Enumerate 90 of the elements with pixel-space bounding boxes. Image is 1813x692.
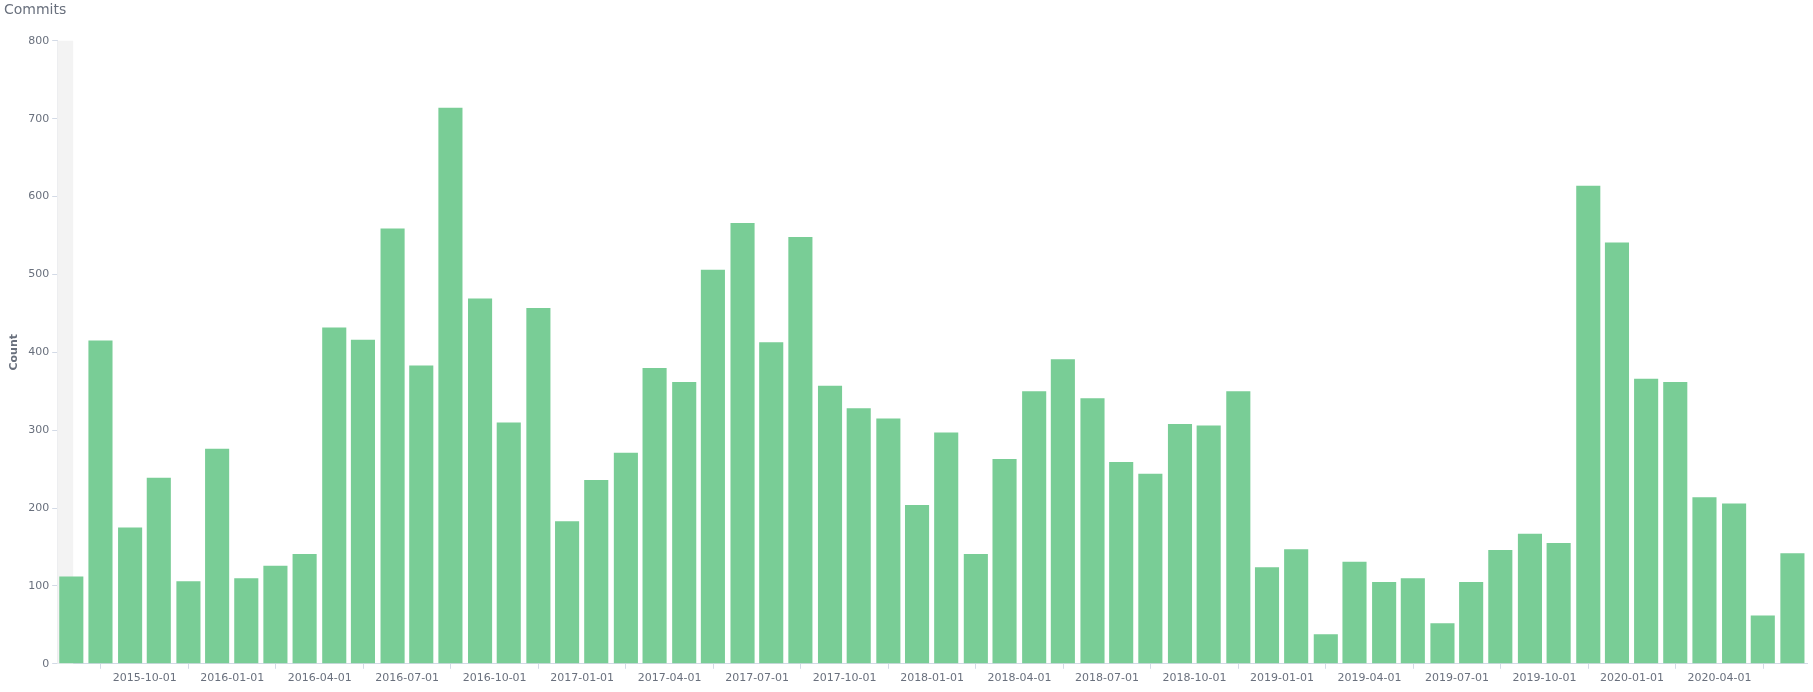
bar — [468, 298, 493, 664]
bar — [846, 408, 871, 664]
x-tick-label: 2018-04-01 — [987, 671, 1052, 685]
bar — [555, 521, 580, 664]
x-tick-label: 2019-10-01 — [1512, 671, 1577, 685]
x-tick-label: 2019-07-01 — [1425, 671, 1490, 685]
bar — [1400, 578, 1425, 664]
bar — [263, 565, 288, 664]
bar — [1692, 497, 1717, 664]
bar — [613, 452, 638, 664]
bar — [1604, 242, 1630, 664]
bar — [1080, 398, 1105, 664]
bar — [1546, 543, 1571, 664]
bar — [992, 458, 1017, 664]
bar — [88, 340, 113, 664]
bar — [876, 418, 901, 664]
chart-title: Commits — [4, 1, 67, 18]
x-tick-label: 2018-07-01 — [1075, 671, 1140, 685]
bar — [1167, 423, 1193, 664]
y-tick-label: 800 — [28, 33, 50, 47]
bar — [700, 269, 725, 664]
bar — [1634, 378, 1659, 664]
bar — [234, 578, 259, 664]
x-tick-label: 2016-10-01 — [462, 671, 527, 685]
bar — [1430, 623, 1455, 664]
bar — [1022, 391, 1047, 664]
bar — [292, 554, 317, 664]
bar — [817, 385, 843, 664]
x-tick-label: 2018-10-01 — [1162, 671, 1227, 685]
bar — [1488, 550, 1513, 664]
bar — [1109, 462, 1134, 664]
x-tick-label: 2017-10-01 — [812, 671, 877, 685]
x-tick-label: 2017-04-01 — [637, 671, 702, 685]
bar — [1138, 473, 1163, 664]
y-tick-label: 300 — [28, 423, 50, 437]
y-tick-label: 500 — [28, 267, 50, 281]
bar — [672, 381, 697, 664]
bar — [1313, 634, 1338, 664]
bar — [380, 228, 405, 664]
bar — [963, 554, 988, 664]
bar — [1284, 549, 1309, 664]
bar — [759, 342, 784, 664]
bar — [1722, 503, 1747, 664]
bar — [146, 477, 171, 664]
bar — [205, 448, 230, 664]
bar — [584, 480, 609, 664]
y-tick-label: 600 — [28, 189, 50, 203]
x-tick-label: 2017-07-01 — [725, 671, 790, 685]
x-tick-label: 2019-01-01 — [1250, 671, 1315, 685]
x-tick-label: 2017-01-01 — [550, 671, 615, 685]
bar — [1459, 582, 1484, 664]
x-tick-label: 2020-04-01 — [1687, 671, 1752, 685]
bar — [642, 367, 667, 664]
x-tick-label: 2020-01-01 — [1600, 671, 1664, 685]
y-axis-title: Count — [7, 334, 21, 371]
x-tick-label: 2018-01-01 — [900, 671, 965, 685]
bar — [934, 432, 959, 664]
bar — [438, 107, 463, 664]
y-tick-label: 200 — [28, 500, 50, 514]
bar — [526, 307, 551, 664]
bar — [59, 576, 84, 664]
bar — [1372, 582, 1397, 664]
bar — [1780, 553, 1805, 664]
bar — [1576, 185, 1601, 664]
bar — [176, 581, 201, 664]
x-tick-label: 2016-01-01 — [200, 671, 265, 685]
bar — [1663, 381, 1688, 664]
bar — [1750, 615, 1775, 664]
x-tick-label: 2015-10-01 — [112, 671, 177, 685]
bar — [409, 365, 434, 664]
x-tick-label: 2016-04-01 — [287, 671, 352, 685]
y-tick-label: 0 — [42, 656, 50, 670]
bar — [350, 339, 375, 664]
bar — [905, 504, 930, 664]
x-tick-label: 2019-04-01 — [1337, 671, 1402, 685]
y-tick-label: 100 — [28, 578, 50, 592]
bar — [1226, 391, 1251, 664]
bar — [118, 527, 143, 664]
bar — [1196, 425, 1221, 664]
bar — [322, 327, 347, 664]
x-tick-label: 2016-07-01 — [375, 671, 440, 685]
y-tick-label: 700 — [28, 111, 50, 125]
bar — [730, 223, 755, 664]
bar — [1254, 567, 1280, 664]
y-tick-label: 400 — [28, 345, 50, 359]
bar — [1050, 359, 1075, 664]
bar — [1342, 561, 1367, 664]
bar — [496, 422, 521, 664]
bar — [1517, 533, 1542, 664]
bar — [788, 237, 813, 664]
